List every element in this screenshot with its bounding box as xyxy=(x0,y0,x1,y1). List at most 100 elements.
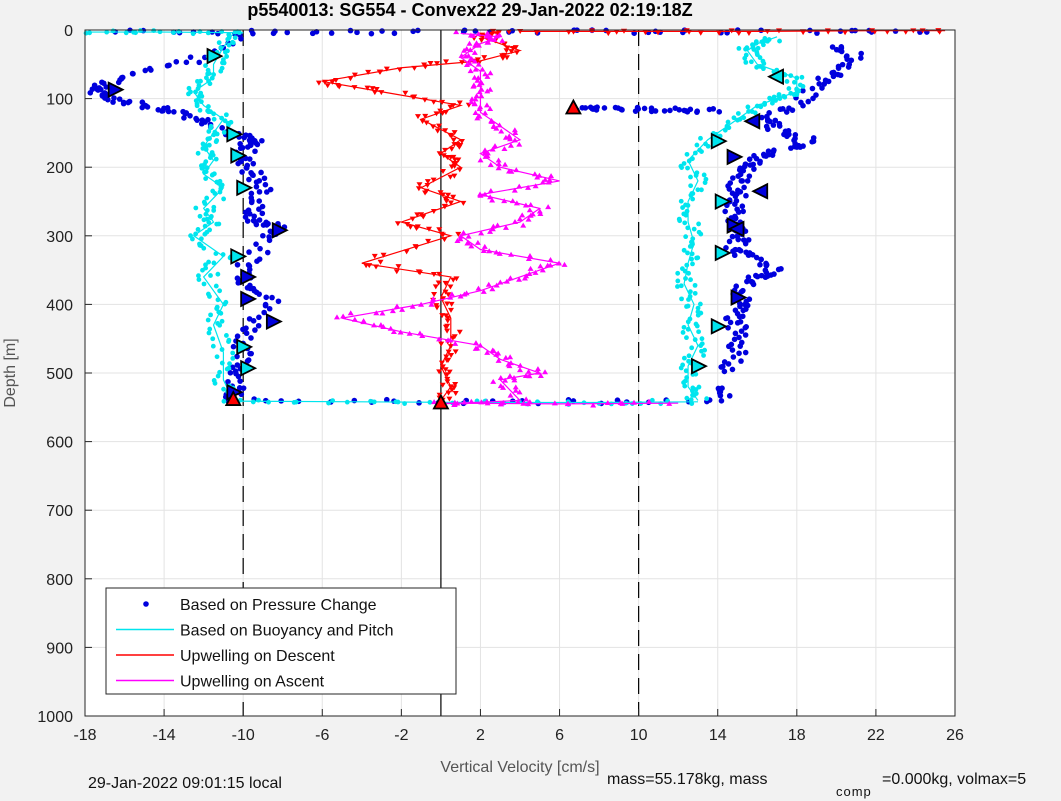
data-point xyxy=(194,101,200,107)
data-point xyxy=(210,336,216,342)
data-point xyxy=(525,401,532,407)
y-tick-label: 100 xyxy=(46,92,73,109)
triangle-right-marker xyxy=(206,47,224,65)
data-point xyxy=(230,350,236,356)
data-point xyxy=(487,162,494,168)
data-point xyxy=(133,30,138,36)
data-point xyxy=(782,94,788,100)
data-point xyxy=(206,220,212,225)
data-point xyxy=(493,33,500,39)
local-time-label: 29-Jan-2022 09:01:15 local xyxy=(88,775,282,792)
data-point xyxy=(687,294,693,299)
data-point xyxy=(691,226,697,232)
legend-label: Based on Pressure Change xyxy=(180,597,377,614)
data-point xyxy=(537,372,544,378)
data-point xyxy=(250,172,256,179)
data-point xyxy=(482,71,489,77)
data-point xyxy=(186,91,191,97)
data-point xyxy=(330,398,336,404)
data-point xyxy=(833,46,840,53)
data-point xyxy=(741,115,747,121)
data-point xyxy=(465,239,472,245)
data-point xyxy=(757,261,763,268)
data-point xyxy=(746,109,751,114)
data-point xyxy=(727,319,734,326)
data-point xyxy=(187,112,193,119)
data-point xyxy=(246,176,252,183)
x-tick-label: 22 xyxy=(867,727,885,744)
data-point xyxy=(641,105,648,112)
data-point xyxy=(492,143,499,149)
data-point xyxy=(702,347,708,353)
data-point xyxy=(751,166,757,172)
data-point xyxy=(406,330,413,336)
data-point xyxy=(685,165,690,171)
data-point xyxy=(631,399,638,405)
data-point xyxy=(720,363,726,370)
data-point xyxy=(519,212,526,218)
data-point xyxy=(227,369,234,376)
data-point xyxy=(508,251,515,257)
data-point xyxy=(458,138,465,144)
data-point xyxy=(502,354,509,360)
data-point xyxy=(512,130,519,136)
data-point xyxy=(456,329,463,335)
data-point xyxy=(425,226,432,232)
data-point xyxy=(750,42,755,48)
data-point xyxy=(497,279,504,285)
data-point xyxy=(370,322,377,328)
data-point xyxy=(203,211,209,217)
data-point xyxy=(431,399,438,405)
data-point xyxy=(351,397,358,404)
data-point xyxy=(522,202,529,208)
data-point xyxy=(219,125,225,131)
y-tick-label: 800 xyxy=(46,572,73,589)
x-tick-label: 10 xyxy=(630,727,648,744)
triangle-right-marker xyxy=(230,147,248,164)
data-point xyxy=(512,384,519,390)
data-point xyxy=(738,328,745,334)
data-point xyxy=(594,104,600,110)
data-point xyxy=(256,189,263,195)
legend-label: Upwelling on Ascent xyxy=(180,674,325,691)
data-point xyxy=(215,271,221,277)
data-point xyxy=(699,187,704,193)
data-point xyxy=(481,147,488,153)
triangle-right-marker xyxy=(236,338,254,356)
data-point xyxy=(488,117,495,123)
data-point xyxy=(489,146,496,152)
series-line xyxy=(520,30,946,32)
data-point xyxy=(507,354,514,360)
data-point xyxy=(716,109,723,115)
data-point xyxy=(736,246,742,253)
data-point xyxy=(390,328,397,334)
data-point xyxy=(737,189,744,195)
data-point xyxy=(371,399,377,405)
data-point xyxy=(509,198,516,204)
data-point xyxy=(642,30,649,36)
data-point xyxy=(422,64,429,70)
data-point xyxy=(450,103,457,109)
data-point xyxy=(225,36,231,42)
data-point xyxy=(246,249,252,255)
data-point xyxy=(403,249,410,255)
data-point xyxy=(143,103,149,109)
data-point xyxy=(138,28,143,33)
data-point xyxy=(512,45,519,51)
data-point xyxy=(794,75,800,81)
data-point xyxy=(482,110,489,116)
data-point xyxy=(214,221,220,227)
data-point xyxy=(760,58,766,64)
data-point xyxy=(494,222,501,228)
data-point xyxy=(731,115,737,121)
triangle-left-marker xyxy=(727,220,745,238)
data-point xyxy=(741,163,748,170)
data-point xyxy=(753,272,759,279)
data-point xyxy=(347,310,354,316)
data-point xyxy=(452,391,459,397)
data-point xyxy=(450,277,457,283)
data-point xyxy=(825,29,832,35)
chart-title: p5540013: SG554 - Convex22 29-Jan-2022 0… xyxy=(247,0,692,20)
data-point xyxy=(682,378,688,384)
data-point xyxy=(683,368,689,374)
